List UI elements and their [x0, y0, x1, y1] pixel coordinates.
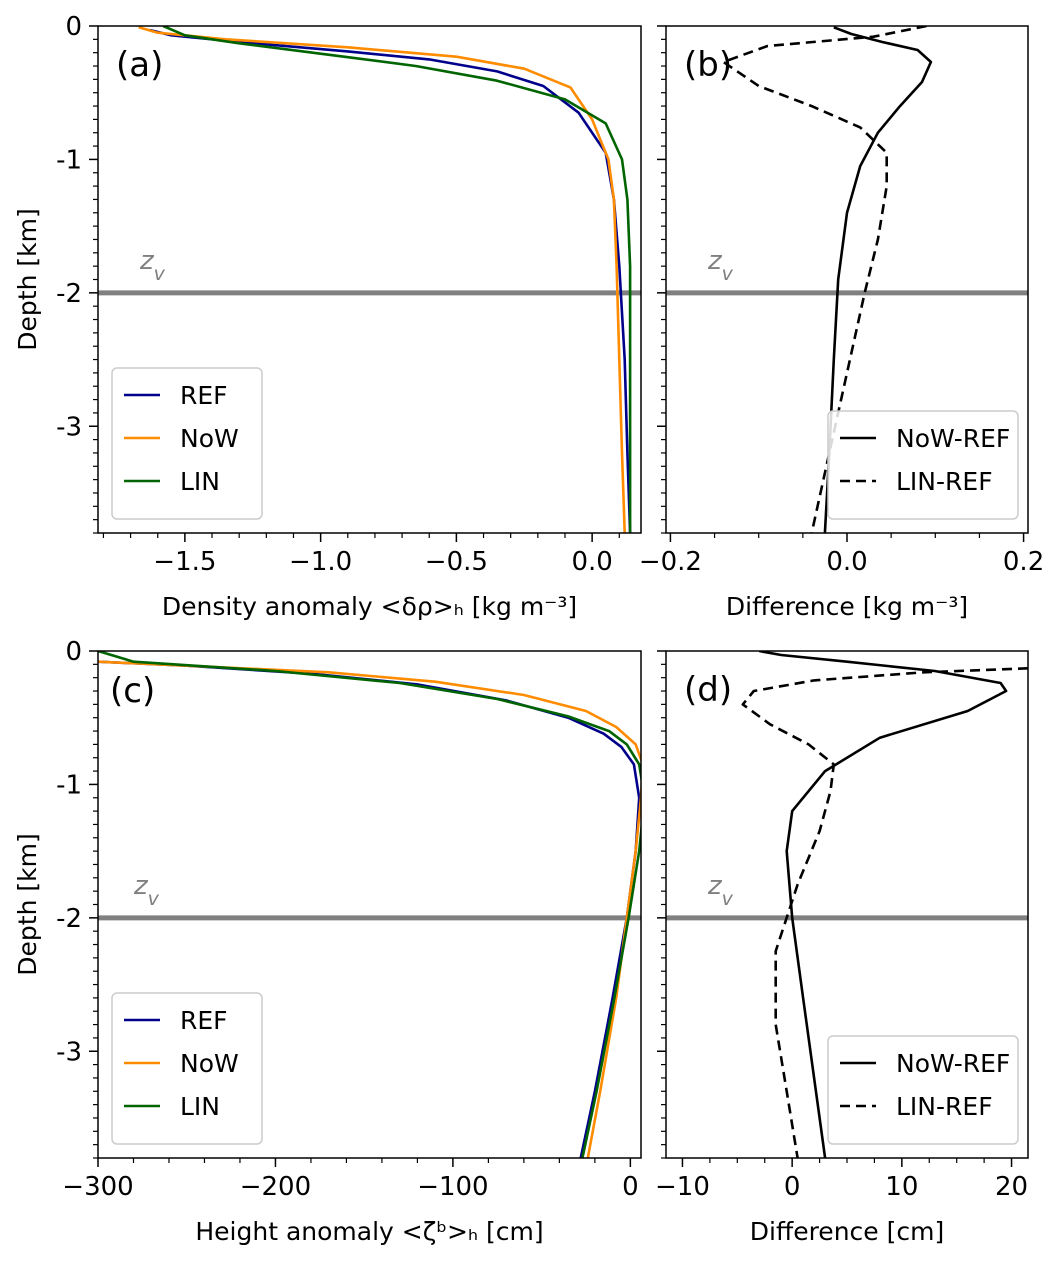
- legend-label-lin: LIN: [180, 1092, 220, 1121]
- x-tick-label: −1.0: [289, 547, 352, 577]
- zv-label: zv: [139, 246, 166, 285]
- legend-label-lin-ref: LIN-REF: [896, 467, 993, 496]
- panel-b: zv −0.2 0.0 0.2 (b) Difference [kg m⁻³] NoW-RE…: [639, 25, 1044, 621]
- series-line-now-ref: [758, 651, 1008, 1158]
- legend: REF NoW LIN: [111, 367, 263, 520]
- zv-label: zv: [707, 871, 734, 910]
- series-line-lin-ref: [722, 26, 927, 533]
- x-tick-label: 0.0: [571, 547, 612, 577]
- legend-label-ref: REF: [180, 381, 228, 410]
- x-tick-label: 0.0: [826, 547, 867, 577]
- panel-d: zv −10 0 10 20 (d) Difference [cm] NoW-REF LIN-R…: [655, 650, 1029, 1246]
- series-line-lin: [162, 26, 632, 533]
- legend: REF NoW LIN: [111, 992, 263, 1145]
- legend-label-lin-ref: LIN-REF: [896, 1092, 993, 1121]
- x-tick-label: 0: [622, 1172, 639, 1202]
- panel-label: (d): [684, 670, 732, 710]
- y-tick-label: 0: [65, 637, 82, 667]
- y-tick-label: -2: [56, 279, 82, 309]
- legend: NoW-REF LIN-REF: [827, 410, 1019, 520]
- x-axis-title: Difference [kg m⁻³]: [726, 592, 968, 621]
- panel-c: zv −300 −200 −100 0 0 -1 -2 -3 (c) Height anomaly …: [13, 637, 642, 1246]
- series-line-lin: [98, 651, 641, 1158]
- x-tick-label: −300: [62, 1172, 133, 1202]
- y-tick-label: -1: [56, 770, 82, 800]
- series-line-now: [138, 26, 626, 533]
- y-tick-label: -2: [56, 904, 82, 934]
- legend-label-now-ref: NoW-REF: [896, 1049, 1010, 1078]
- x-tick-label: −0.2: [639, 547, 702, 577]
- y-tick-label: -3: [56, 1037, 82, 1067]
- x-tick-label: 20: [995, 1172, 1028, 1202]
- y-tick-label: -3: [56, 412, 82, 442]
- legend: NoW-REF LIN-REF: [827, 1035, 1019, 1145]
- x-tick-label: −200: [240, 1172, 311, 1202]
- legend-label-now: NoW: [180, 1049, 239, 1078]
- y-tick-label: -1: [56, 145, 82, 175]
- x-axis-title: Difference [cm]: [750, 1217, 944, 1246]
- x-tick-label: 0: [784, 1172, 801, 1202]
- x-tick-label: −0.5: [425, 547, 488, 577]
- x-tick-label: 10: [885, 1172, 918, 1202]
- x-tick-label: −1.5: [153, 547, 216, 577]
- y-axis-title: Depth [km]: [13, 833, 42, 975]
- panel-a: zv −1.5 −1.0 −0.5 0.0 0 -1 -2 -3 (a) Density anoma…: [13, 12, 642, 621]
- series-line-now-ref: [823, 26, 933, 533]
- series-line-lin-ref: [741, 667, 1028, 1158]
- x-tick-label: −10: [655, 1172, 710, 1202]
- x-axis-title: Height anomaly <ζᵇ>ₕ [cm]: [195, 1217, 543, 1246]
- legend-label-lin: LIN: [180, 467, 220, 496]
- zv-label: zv: [707, 246, 734, 285]
- legend-label-ref: REF: [180, 1006, 228, 1035]
- panel-label: (b): [684, 45, 732, 85]
- y-tick-label: 0: [65, 12, 82, 42]
- x-axis-title: Density anomaly <δρ>ₕ [kg m⁻³]: [162, 592, 577, 621]
- panel-label: (c): [110, 671, 155, 711]
- zv-label: zv: [133, 871, 160, 910]
- y-axis-title: Depth [km]: [13, 208, 42, 350]
- panel-label: (a): [116, 45, 163, 85]
- x-tick-label: 0.2: [1003, 547, 1044, 577]
- legend-label-now-ref: NoW-REF: [896, 424, 1010, 453]
- x-tick-label: −100: [417, 1172, 488, 1202]
- legend-label-now: NoW: [180, 424, 239, 453]
